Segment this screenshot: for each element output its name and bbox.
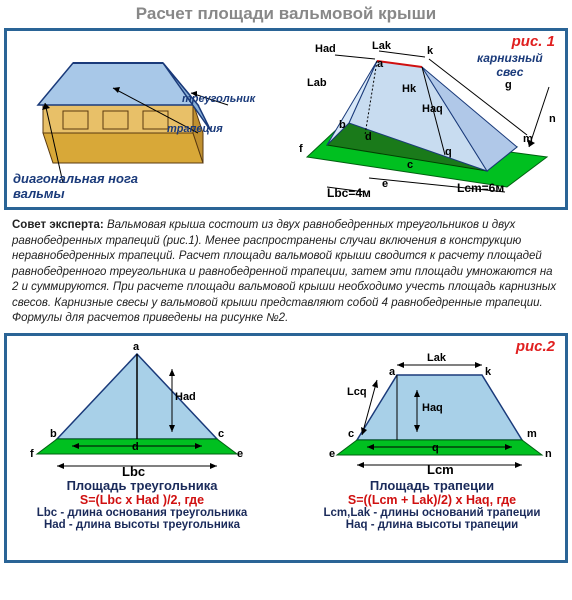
pt: Haq <box>422 103 443 115</box>
pt: d <box>365 131 372 143</box>
pt: c <box>218 428 224 440</box>
pt: g <box>505 79 512 91</box>
label-hip-leg: диагональная нога вальмы <box>13 171 138 201</box>
pt: k <box>427 45 433 57</box>
expert-prefix: Совет эксперта: <box>12 219 104 231</box>
triangle-diagram <box>27 344 247 479</box>
trap-formula: S=((Lcm + Lak)/2) x Haq, где <box>307 493 557 507</box>
pt: m <box>523 133 533 145</box>
pt: e <box>382 178 388 190</box>
pt: a <box>133 341 139 353</box>
pt: q <box>445 146 452 158</box>
label-eaves: карнизный свес <box>477 51 543 79</box>
pt: Hk <box>402 83 416 95</box>
page-title: Расчет площади вальмовой крыши <box>0 0 572 28</box>
figure-2-panel: рис.2 a b c d f e Had Lbc <box>4 333 568 563</box>
dim: Lbc <box>122 464 145 479</box>
pt: f <box>30 448 34 460</box>
trap-title: Площадь трапеции <box>307 478 557 493</box>
tri-desc1: Lbc - длина основания треугольника <box>27 507 257 519</box>
trap-caption: Площадь трапеции S=((Lcm + Lak)/2) x Haq… <box>307 478 557 531</box>
pt: Had <box>315 43 336 55</box>
pt: e <box>237 448 243 460</box>
pt: f <box>299 143 303 155</box>
label-triangle: треугольник <box>182 93 255 105</box>
figure-1-panel: рис. 1 <box>4 28 568 210</box>
pt: Lab <box>307 77 327 89</box>
dim: Haq <box>422 402 443 414</box>
pt: q <box>432 442 439 454</box>
pt: a <box>389 366 395 378</box>
pt: k <box>485 366 491 378</box>
expert-body: Вальмовая крыша состоит из двух равнобед… <box>12 219 556 324</box>
pt: c <box>348 428 354 440</box>
pt: c <box>407 159 413 171</box>
dim: Lak <box>427 352 446 364</box>
dim: Lcm=6м <box>457 181 504 195</box>
trap-desc2: Haq - длина высоты трапеции <box>307 519 557 531</box>
pt: a <box>377 58 383 70</box>
pt: n <box>549 113 556 125</box>
pt: b <box>50 428 57 440</box>
dim: Lcm <box>427 462 454 477</box>
pt: b <box>339 119 346 131</box>
dim: Had <box>175 391 196 403</box>
dim: Lcq <box>347 386 367 398</box>
dim: Lbc=4м <box>327 186 371 200</box>
pt: n <box>545 448 552 460</box>
triangle-caption: Площадь треугольника S=(Lbc x Had )/2, г… <box>27 478 257 531</box>
tri-desc2: Had - длина высоты треугольника <box>27 519 257 531</box>
tri-formula: S=(Lbc x Had )/2, где <box>27 493 257 507</box>
trap-desc1: Lcm,Lak - длины оснований трапеции <box>307 507 557 519</box>
pt: m <box>527 428 537 440</box>
tri-title: Площадь треугольника <box>27 478 257 493</box>
label-trapezoid: трапеция <box>167 123 223 135</box>
expert-text: Совет эксперта: Вальмовая крыша состоит … <box>0 210 572 333</box>
pt: e <box>329 448 335 460</box>
pt: Lak <box>372 40 391 52</box>
pt: d <box>132 441 139 453</box>
